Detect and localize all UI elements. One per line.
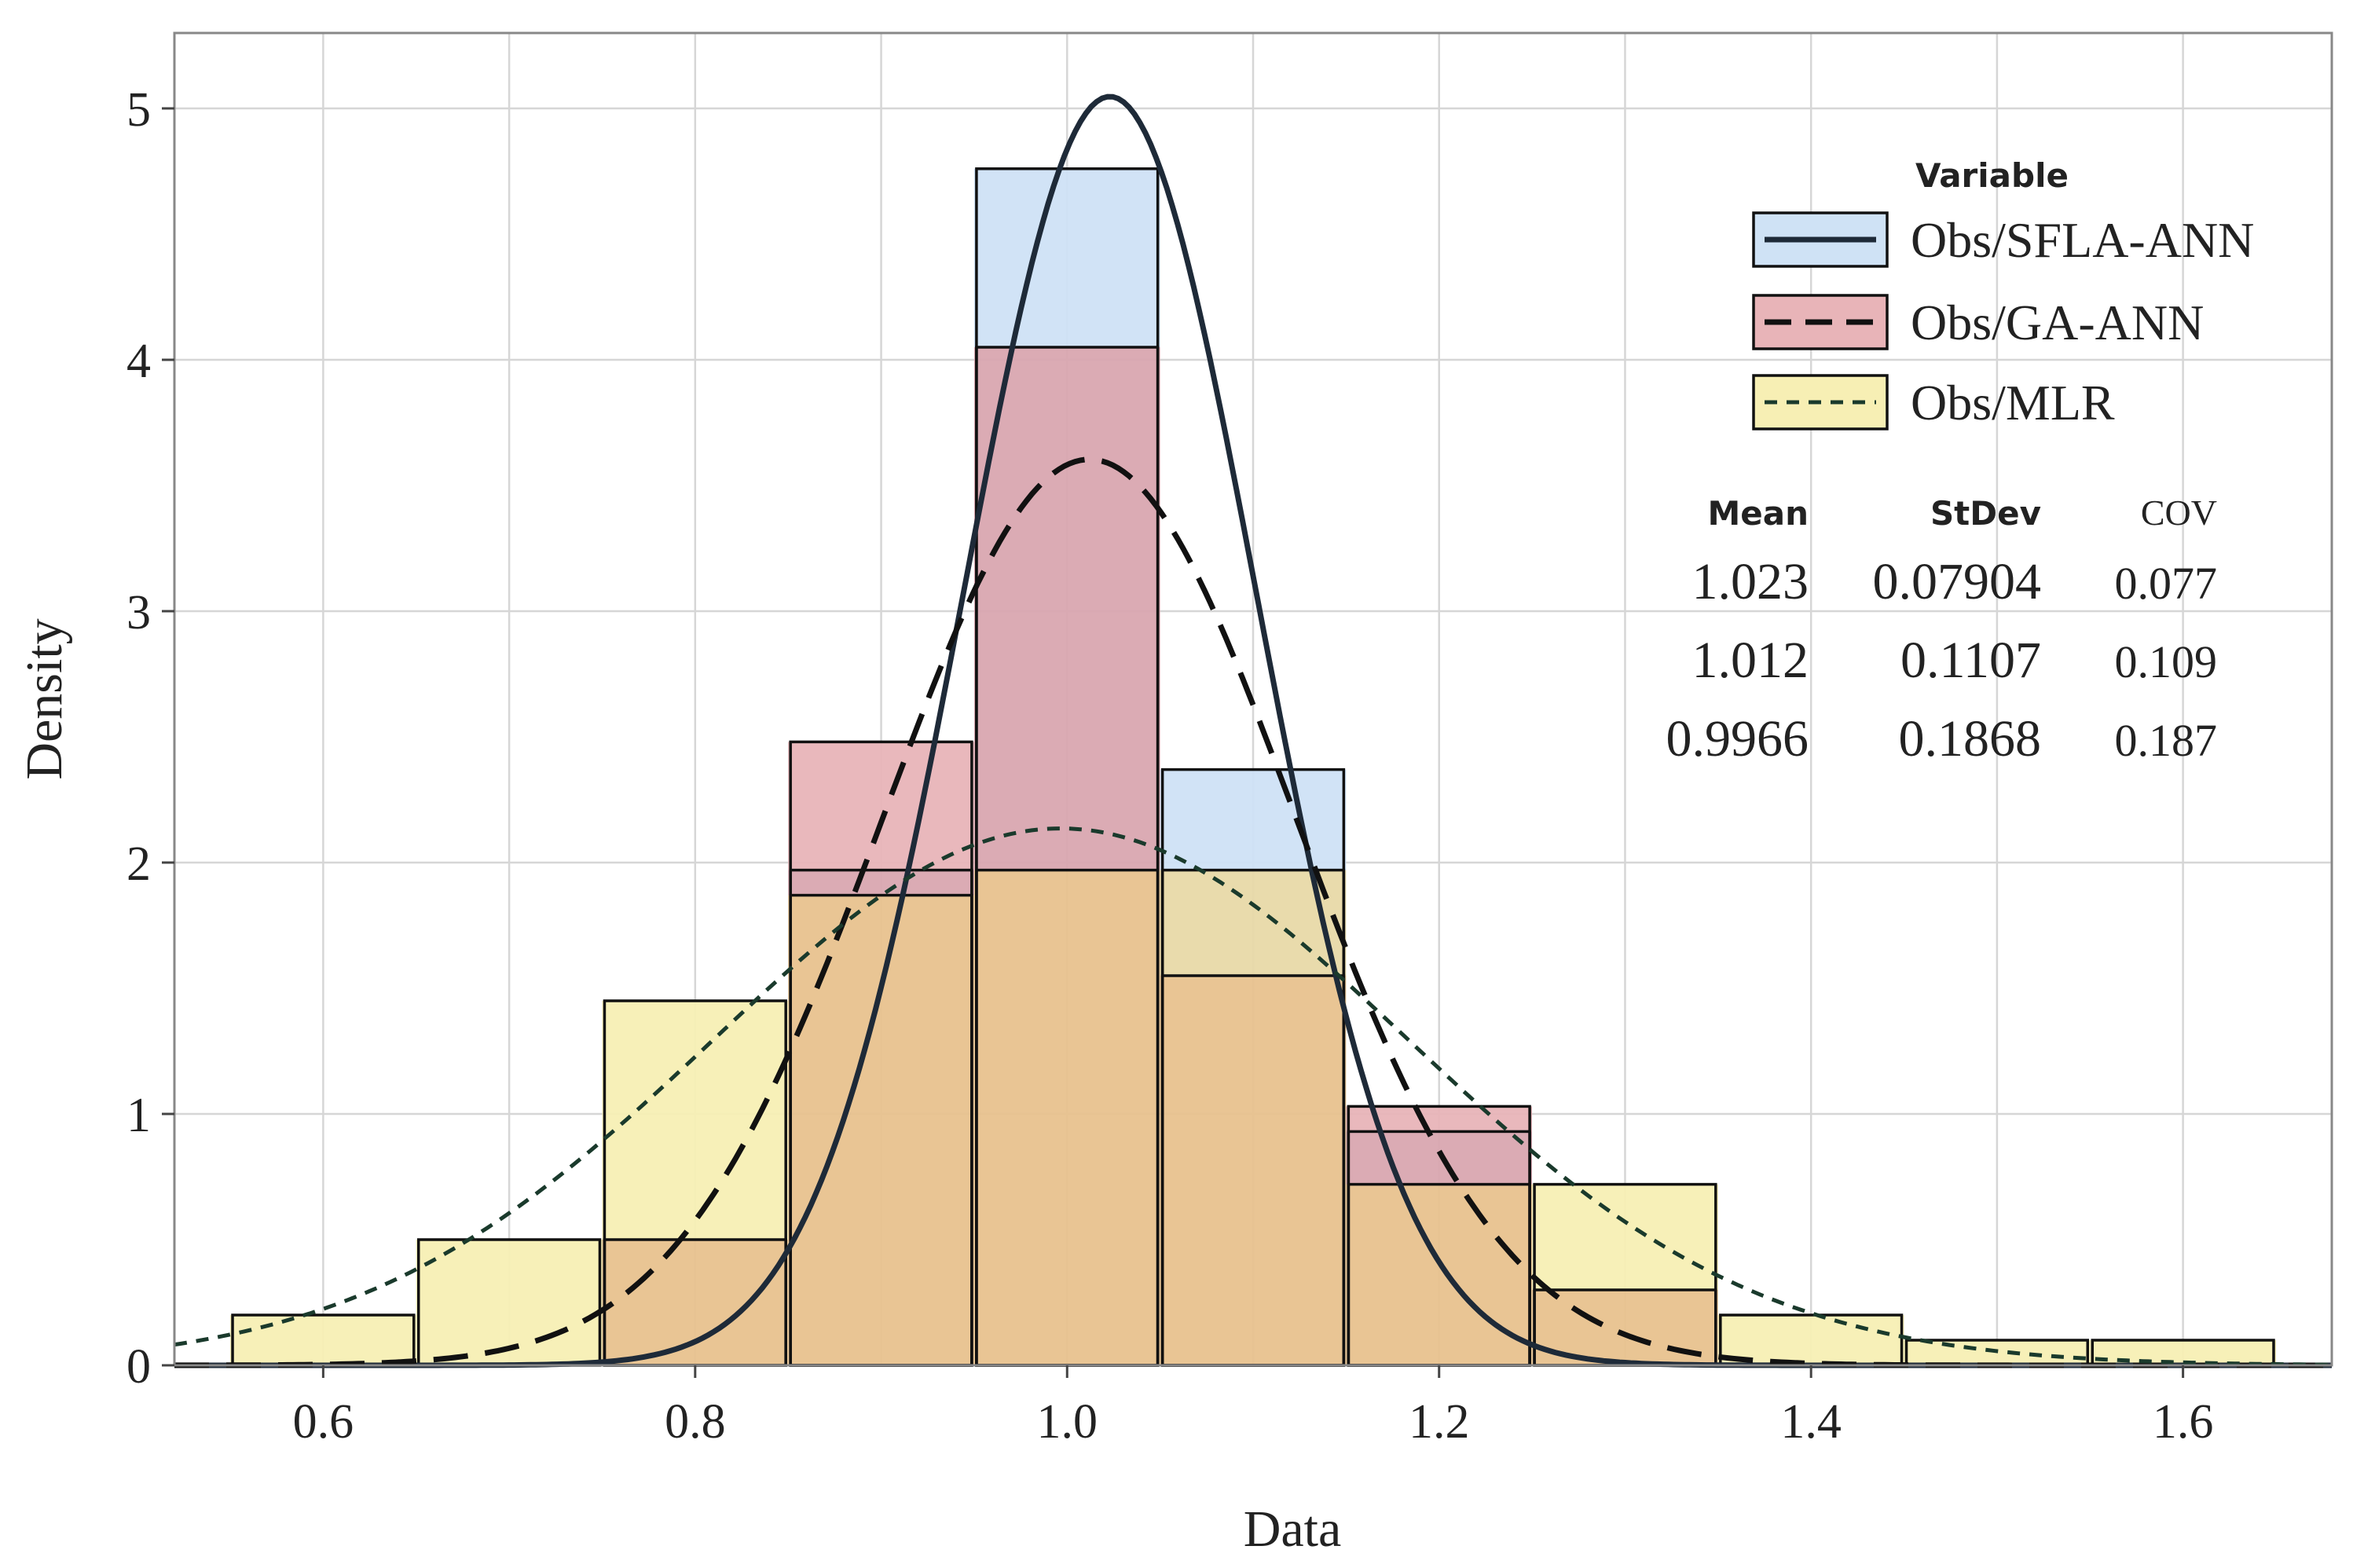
histogram-band xyxy=(1160,976,1347,1365)
legend-label-sfla: Obs/SFLA-ANN xyxy=(1911,212,2254,268)
histogram-band xyxy=(416,1240,603,1365)
histogram-band xyxy=(788,895,974,1365)
legend-entries: Obs/SFLA-ANN Obs/GA-ANN Obs/MLR xyxy=(1752,211,2254,430)
legend-stat-cov: 0.109 xyxy=(2115,636,2218,687)
y-axis-label: Density xyxy=(16,618,73,779)
legend-label-ga: Obs/GA-ANN xyxy=(1911,295,2204,350)
x-tick-label: 1.4 xyxy=(1780,1395,1842,1449)
x-tick-label: 0.6 xyxy=(293,1395,354,1449)
stat-header-stdev: StDev xyxy=(1930,494,2041,533)
histogram-band xyxy=(788,870,974,896)
histogram-band xyxy=(1532,1184,1718,1290)
stat-header-mean: Mean xyxy=(1707,494,1809,533)
histogram-band xyxy=(602,1001,789,1240)
histogram-band xyxy=(973,870,1160,1365)
legend-stats: 1.023 0.07904 0.077 1.012 0.1107 0.109 0.9966 0… xyxy=(1666,553,2218,768)
y-tick-label: 3 xyxy=(126,586,151,639)
histogram-band xyxy=(1717,1315,1904,1365)
axes: 0.6 0.8 1.0 1.2 1.4 1.6 0 1 2 3 4 5 xyxy=(126,83,2213,1449)
y-tick-label: 4 xyxy=(126,335,151,388)
density-curve-ga xyxy=(174,456,2332,1368)
y-tick-label: 1 xyxy=(126,1089,151,1142)
histogram-band xyxy=(1346,1184,1533,1365)
histogram-band xyxy=(788,742,974,870)
histogram-band xyxy=(602,1240,789,1365)
legend-stat-cov: 0.077 xyxy=(2115,558,2218,609)
legend-stat-cov: 0.187 xyxy=(2115,715,2218,766)
histogram-band xyxy=(230,1315,416,1365)
density-curve-mlr xyxy=(174,826,2333,1367)
y-tick-label: 0 xyxy=(126,1340,151,1394)
x-tick-label: 1.2 xyxy=(1409,1395,1470,1449)
legend-stat-stdev: 0.1107 xyxy=(1900,632,2041,689)
plot-frame xyxy=(173,31,2333,1367)
x-axis-label: Data xyxy=(1244,1500,1342,1558)
legend-stat-stdev: 0.07904 xyxy=(1873,553,2042,610)
y-tick-label: 2 xyxy=(126,837,151,891)
histogram-band xyxy=(1346,1131,1533,1185)
legend-title: Variable xyxy=(1915,156,2069,195)
x-tick-label: 1.0 xyxy=(1037,1395,1098,1449)
x-tick-label: 0.8 xyxy=(665,1395,726,1449)
histogram-bars xyxy=(230,167,2276,1367)
y-tick-label: 5 xyxy=(126,83,151,137)
legend-label-mlr: Obs/MLR xyxy=(1911,375,2115,430)
legend-stat-mean: 0.9966 xyxy=(1666,710,1809,768)
histogram-band xyxy=(973,347,1160,870)
legend-stat-mean: 1.012 xyxy=(1692,632,1809,689)
x-tick-label: 1.6 xyxy=(2153,1395,2214,1449)
legend-stat-stdev: 0.1868 xyxy=(1899,710,2042,768)
histogram-band xyxy=(1160,769,1347,870)
legend: Variable Obs/SFLA-ANN Obs/GA-ANN Obs/MLR M… xyxy=(1666,156,2255,768)
histogram-band xyxy=(973,168,1160,347)
stat-header-cov: COV xyxy=(2141,493,2217,533)
legend-stat-mean: 1.023 xyxy=(1692,553,1809,610)
